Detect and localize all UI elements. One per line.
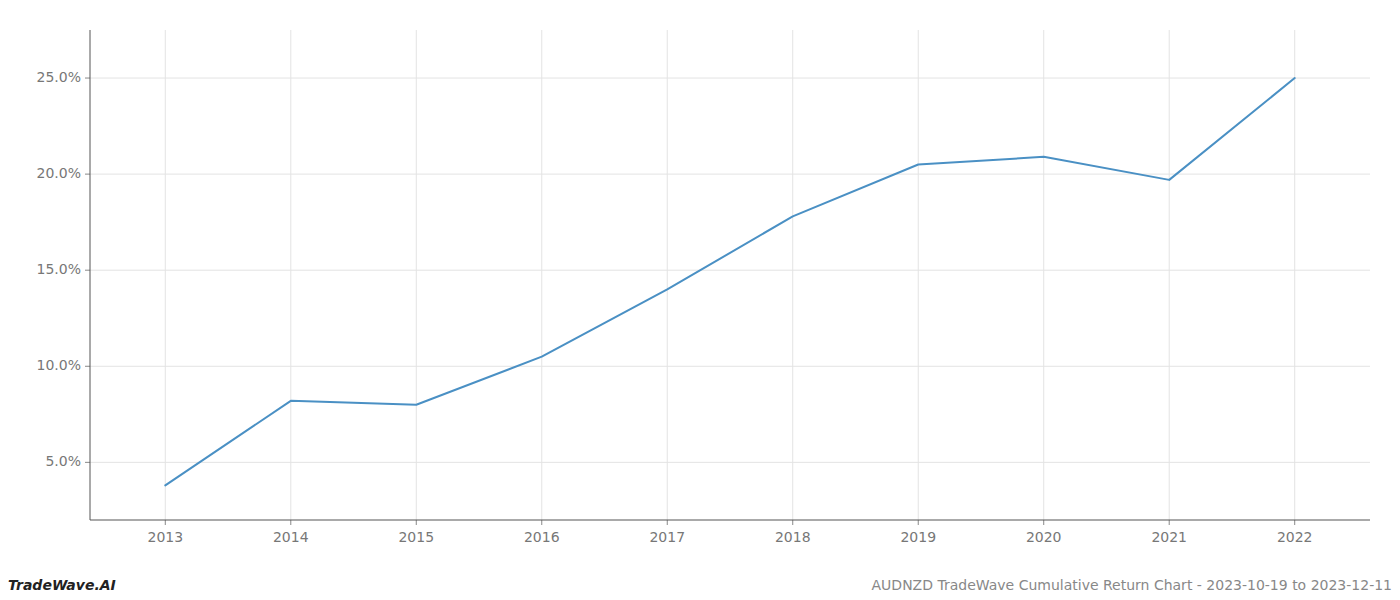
y-grid-line [90, 270, 1370, 271]
y-grid-line [90, 462, 1370, 463]
footer-left: TradeWave.AI [8, 577, 116, 593]
x-tick [165, 520, 166, 525]
x-tick-label: 2018 [775, 529, 811, 545]
x-tick [416, 520, 417, 525]
x-tick [1294, 520, 1295, 525]
x-grid-line [290, 30, 291, 520]
data-line [165, 78, 1294, 485]
x-grid-line [918, 30, 919, 520]
x-tick-label: 2020 [1026, 529, 1062, 545]
x-tick-label: 2017 [649, 529, 685, 545]
y-grid-line [90, 366, 1370, 367]
y-grid-line [90, 78, 1370, 79]
y-axis-line [90, 30, 91, 520]
y-tick [85, 366, 90, 367]
x-grid-line [1294, 30, 1295, 520]
axes: 5.0% 10.0% 15.0% 20.0% 25.0% 2013 2014 2015 2016… [37, 30, 1370, 545]
y-tick-label: 15.0% [37, 261, 81, 277]
y-tick-label: 5.0% [45, 453, 81, 469]
x-grid-line [165, 30, 166, 520]
x-tick-label: 2021 [1151, 529, 1187, 545]
y-tick [85, 270, 90, 271]
x-grid-line [792, 30, 793, 520]
chart-svg: 5.0% 10.0% 15.0% 20.0% 25.0% 2013 2014 2015 2016… [0, 0, 1400, 600]
y-tick-label: 10.0% [37, 357, 81, 373]
x-tick [541, 520, 542, 525]
footer-right: AUDNZD TradeWave Cumulative Return Chart… [872, 577, 1392, 593]
y-tick [85, 174, 90, 175]
x-tick-label: 2015 [398, 529, 434, 545]
x-grid-line [541, 30, 542, 520]
x-tick [1043, 520, 1044, 525]
x-tick-label: 2022 [1277, 529, 1313, 545]
x-tick [667, 520, 668, 525]
x-tick [1169, 520, 1170, 525]
x-grid-line [416, 30, 417, 520]
x-axis-line [90, 520, 1370, 521]
chart-container: 5.0% 10.0% 15.0% 20.0% 25.0% 2013 2014 2015 2016… [0, 0, 1400, 600]
x-tick [290, 520, 291, 525]
plot-area [165, 78, 1294, 485]
grid [90, 30, 1370, 520]
x-tick-label: 2019 [900, 529, 936, 545]
x-tick-label: 2014 [273, 529, 309, 545]
x-grid-line [1169, 30, 1170, 520]
x-tick-label: 2013 [147, 529, 183, 545]
x-tick [792, 520, 793, 525]
y-tick-label: 20.0% [37, 165, 81, 181]
x-tick [918, 520, 919, 525]
x-grid-line [667, 30, 668, 520]
y-tick-label: 25.0% [37, 69, 81, 85]
x-tick-label: 2016 [524, 529, 560, 545]
y-tick [85, 78, 90, 79]
x-grid-line [1043, 30, 1044, 520]
y-tick [85, 462, 90, 463]
